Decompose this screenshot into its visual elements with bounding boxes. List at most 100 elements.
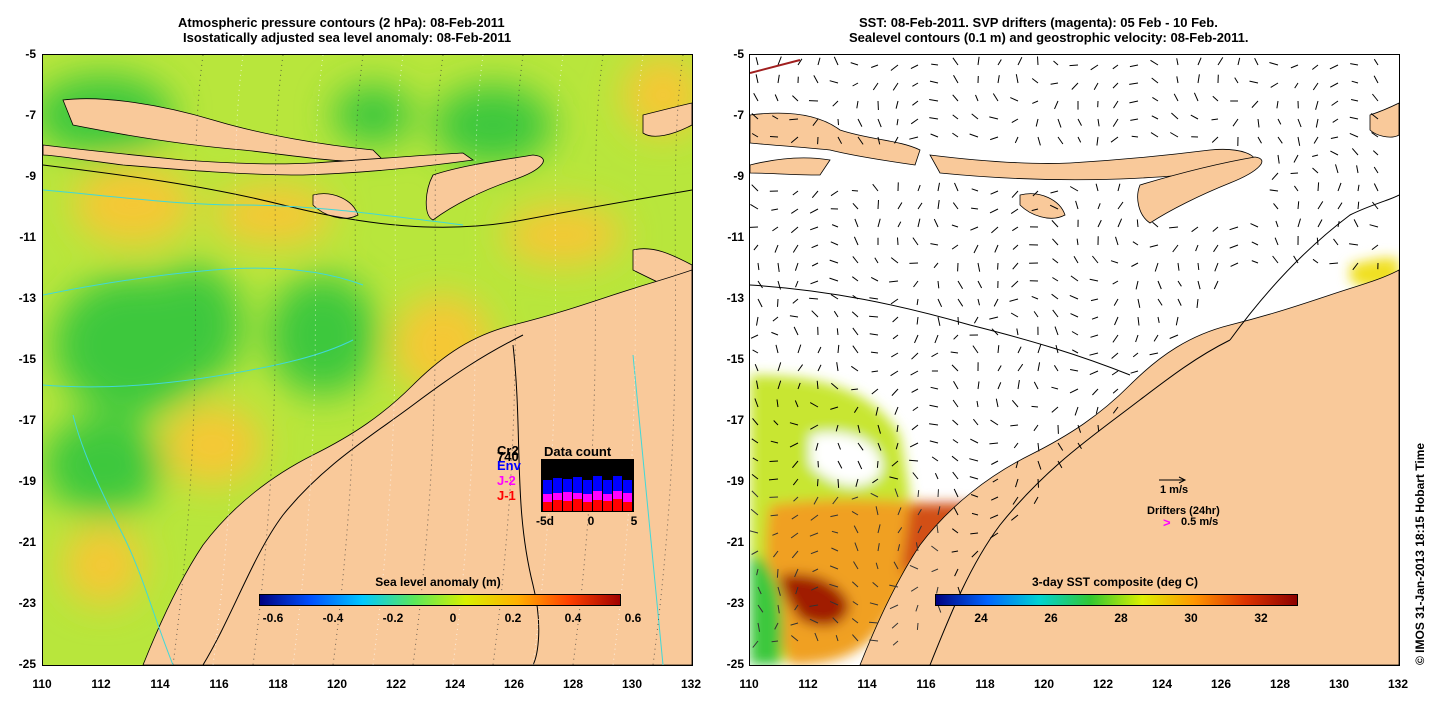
- y-axis-tick-right: -15: [726, 352, 744, 366]
- sst-map-graphic: [750, 55, 1399, 665]
- y-axis-tick-right: -23: [726, 596, 744, 610]
- sea-level-colorbar-tick: -0.6: [262, 611, 284, 625]
- x-axis-tick-left: 130: [621, 677, 643, 691]
- histogram-bar: [543, 502, 552, 512]
- histogram-bar: [613, 491, 622, 499]
- x-axis-tick-right: 112: [798, 677, 818, 691]
- x-axis-tick-right: 124: [1151, 677, 1173, 691]
- inset-x-tick: 5: [630, 514, 638, 528]
- x-axis-tick-left: 120: [326, 677, 348, 691]
- y-axis-tick-left: -21: [18, 535, 36, 549]
- x-axis-tick-left: 128: [562, 677, 584, 691]
- x-axis-tick-right: 114: [857, 677, 877, 691]
- y-axis-tick-left: -11: [19, 230, 36, 244]
- histogram-bar: [613, 499, 622, 512]
- sea-level-anomaly-map-graphic: [43, 55, 692, 665]
- sea-level-anomaly-map: [42, 54, 693, 666]
- mission-label: Cr2: [497, 443, 519, 458]
- x-axis-tick-right: 130: [1328, 677, 1350, 691]
- histogram-bar: [573, 477, 582, 493]
- sea-level-colorbar-label: Sea level anomaly (m): [375, 575, 501, 589]
- y-axis-tick-right: -17: [726, 413, 744, 427]
- y-axis-tick-right: -7: [733, 108, 744, 122]
- y-axis-tick-left: -5: [25, 47, 36, 61]
- histogram-bar: [603, 501, 612, 512]
- y-axis-tick-left: -25: [18, 657, 36, 671]
- histogram-bar: [583, 502, 592, 512]
- x-axis-tick-left: 122: [385, 677, 407, 691]
- histogram-bar: [573, 499, 582, 512]
- histogram-bar: [613, 476, 622, 491]
- sst-colorbar-label: 3-day SST composite (deg C): [1031, 575, 1199, 589]
- sea-level-colorbar-tick: 0.4: [564, 611, 582, 625]
- histogram-bar: [583, 480, 592, 494]
- x-axis-tick-right: 116: [916, 677, 936, 691]
- histogram-bar: [563, 479, 572, 492]
- x-axis-tick-left: 112: [91, 677, 111, 691]
- velocity-scale-label: 1 m/s: [1160, 484, 1189, 496]
- histogram-bar: [573, 493, 582, 499]
- drifter-speed-label: 0.5 m/s: [1181, 516, 1219, 528]
- histogram-bar: [563, 501, 572, 512]
- x-axis-tick-left: 114: [150, 677, 170, 691]
- y-axis-tick-right: -19: [726, 474, 744, 488]
- sst-map: [749, 54, 1400, 666]
- y-axis-tick-left: -15: [18, 352, 36, 366]
- x-axis-tick-left: 118: [268, 677, 288, 691]
- sea-level-colorbar: [259, 594, 621, 606]
- sst-colorbar: [935, 594, 1298, 606]
- x-axis-tick-right: 118: [975, 677, 995, 691]
- histogram-bar: [563, 492, 572, 501]
- x-axis-tick-right: 128: [1269, 677, 1291, 691]
- land-masses-right: [750, 102, 1399, 665]
- x-axis-tick-right: 120: [1033, 677, 1055, 691]
- x-axis-tick-right: 110: [739, 677, 759, 691]
- velocity-scale-arrow-icon: [1159, 476, 1187, 484]
- drifter-symbol: >: [1163, 515, 1171, 530]
- y-axis-tick-right: -11: [727, 230, 744, 244]
- histogram-bar: [623, 493, 632, 502]
- histogram-bar: [543, 480, 552, 494]
- left-title-line1: Atmospheric pressure contours (2 hPa): 0…: [178, 15, 505, 30]
- y-axis-tick-left: -19: [18, 474, 36, 488]
- mission-label: J-2: [497, 473, 516, 488]
- y-axis-tick-right: -5: [733, 47, 744, 61]
- land-masses: [43, 98, 692, 665]
- x-axis-tick-left: 110: [32, 677, 52, 691]
- histogram-bar: [593, 500, 602, 512]
- credit-text: © IMOS 31-Jan-2013 18:15 Hobart Time: [1413, 442, 1427, 665]
- histogram-bar: [553, 478, 562, 493]
- histogram-bar: [603, 480, 612, 494]
- histogram-bar: [543, 494, 552, 502]
- y-axis-tick-right: -25: [726, 657, 744, 671]
- inset-title: Data count: [544, 444, 612, 459]
- y-axis-tick-right: -9: [733, 169, 744, 183]
- mission-label: J-1: [497, 488, 516, 503]
- histogram-bar: [623, 502, 632, 512]
- sea-level-colorbar-tick: -0.4: [322, 611, 344, 625]
- x-axis-tick-right: 132: [1387, 677, 1409, 691]
- x-axis-tick-right: 126: [1210, 677, 1232, 691]
- data-count-histogram: [541, 459, 634, 512]
- sea-level-colorbar-tick: 0.2: [504, 611, 522, 625]
- right-title-line2: Sealevel contours (0.1 m) and geostrophi…: [849, 30, 1249, 45]
- sea-level-colorbar-tick: 0: [449, 611, 457, 625]
- mission-label: 740: [497, 449, 519, 464]
- x-axis-tick-left: 124: [444, 677, 466, 691]
- y-axis-tick-left: -13: [18, 291, 36, 305]
- sea-level-colorbar-tick: -0.2: [382, 611, 404, 625]
- left-title-line2: Isostatically adjusted sea level anomaly…: [183, 30, 512, 45]
- x-axis-tick-right: 122: [1092, 677, 1114, 691]
- y-axis-tick-left: -17: [18, 413, 36, 427]
- drifters-label: Drifters (24hr): [1147, 505, 1220, 517]
- sst-colorbar-tick: 26: [1044, 611, 1058, 625]
- inset-x-tick: 0: [587, 514, 595, 528]
- sst-colorbar-tick: 32: [1254, 611, 1268, 625]
- y-axis-tick-left: -7: [25, 108, 36, 122]
- histogram-bar: [553, 500, 562, 512]
- sst-colorbar-tick: 30: [1184, 611, 1198, 625]
- y-axis-tick-right: -21: [726, 535, 744, 549]
- y-axis-tick-right: -13: [726, 291, 744, 305]
- mission-label: Env: [497, 458, 521, 473]
- histogram-bar: [593, 491, 602, 500]
